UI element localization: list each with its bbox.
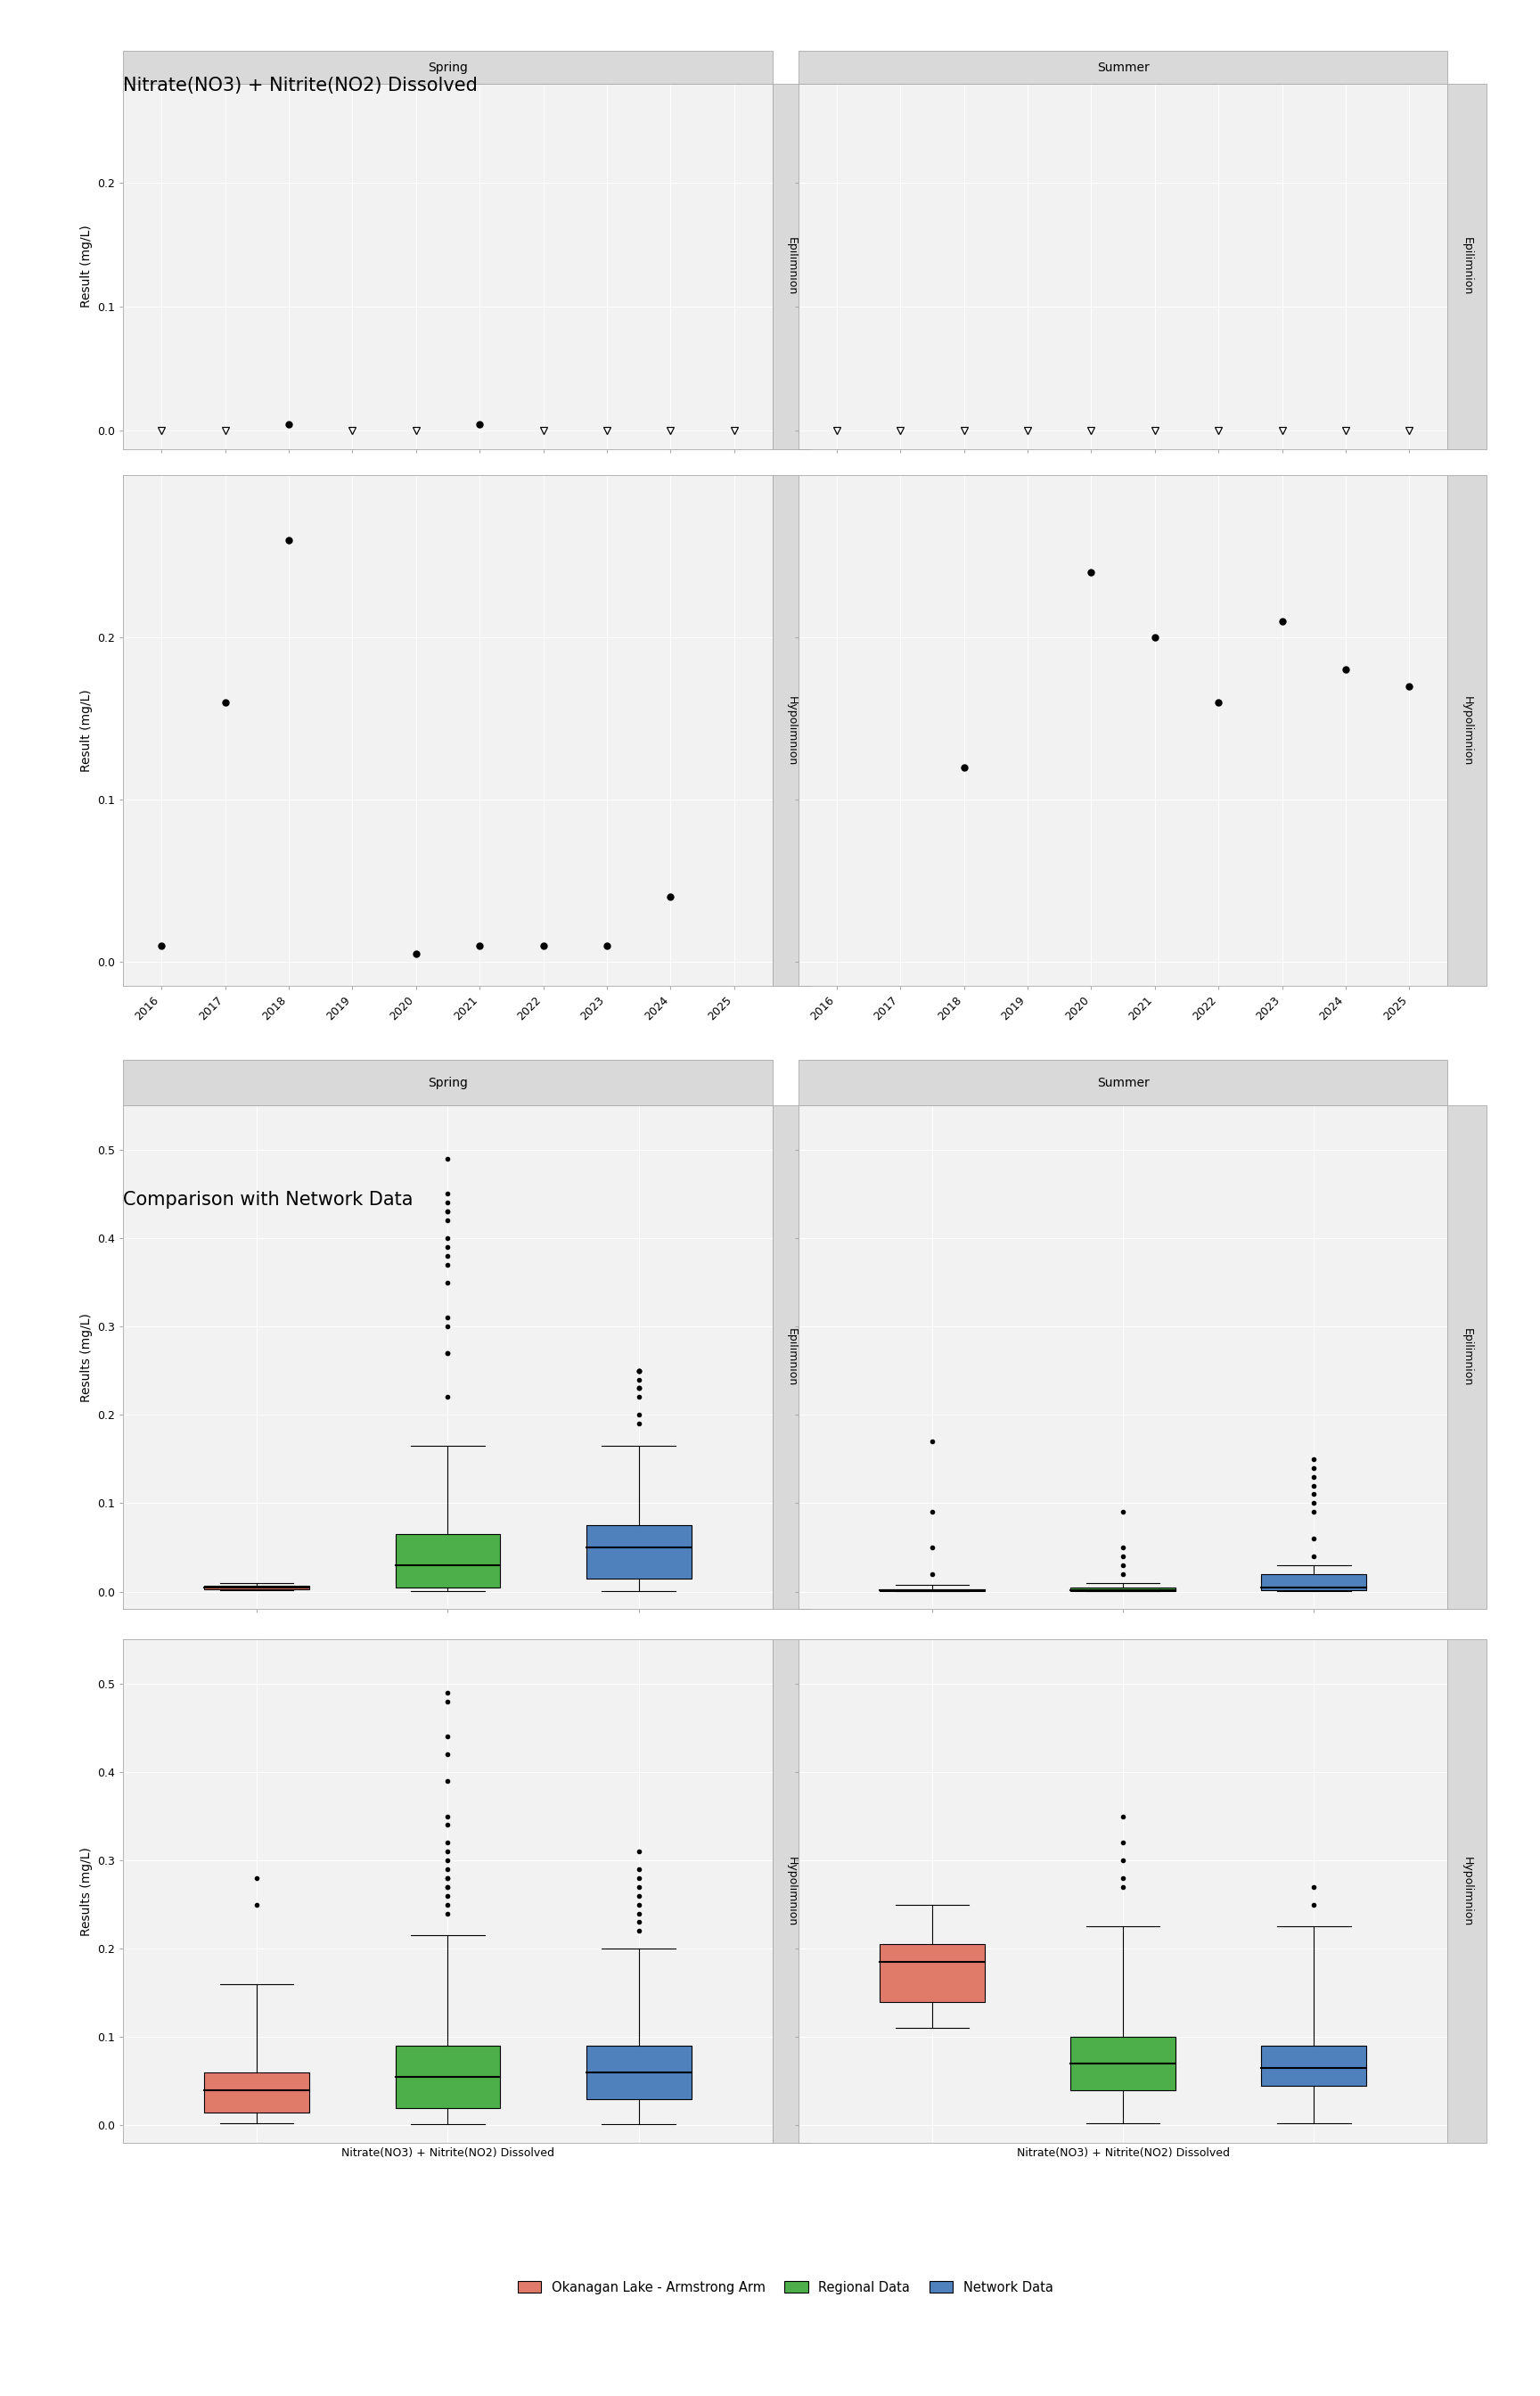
FancyBboxPatch shape xyxy=(1448,1105,1486,1610)
Text: Summer: Summer xyxy=(1096,62,1149,74)
Text: Epilimnion: Epilimnion xyxy=(1461,1327,1472,1387)
Text: Comparison with Network Data: Comparison with Network Data xyxy=(123,1191,413,1208)
FancyBboxPatch shape xyxy=(798,1059,1448,1105)
FancyBboxPatch shape xyxy=(773,474,812,987)
FancyBboxPatch shape xyxy=(1448,474,1486,987)
Legend: Okanagan Lake - Armstrong Arm, Regional Data, Network Data: Okanagan Lake - Armstrong Arm, Regional … xyxy=(513,2276,1058,2300)
FancyBboxPatch shape xyxy=(1448,1639,1486,2142)
Bar xyxy=(1070,1586,1175,1591)
Bar xyxy=(1261,2046,1366,2085)
FancyBboxPatch shape xyxy=(773,1105,812,1610)
Text: Epilimnion: Epilimnion xyxy=(785,1327,798,1387)
Text: Epilimnion: Epilimnion xyxy=(785,237,798,295)
Y-axis label: Results (mg/L): Results (mg/L) xyxy=(80,1847,92,1936)
Text: Nitrate(NO3) + Nitrite(NO2) Dissolved: Nitrate(NO3) + Nitrite(NO2) Dissolved xyxy=(123,77,477,93)
Bar xyxy=(587,1526,691,1579)
FancyBboxPatch shape xyxy=(773,84,812,448)
Text: Hypolimnion: Hypolimnion xyxy=(785,1857,798,1926)
Text: Spring: Spring xyxy=(428,1076,468,1090)
Bar xyxy=(1070,2037,1175,2089)
Text: Hypolimnion: Hypolimnion xyxy=(785,695,798,764)
Y-axis label: Result (mg/L): Result (mg/L) xyxy=(80,690,92,772)
Text: Hypolimnion: Hypolimnion xyxy=(1461,1857,1472,1926)
Bar xyxy=(1261,1574,1366,1591)
FancyBboxPatch shape xyxy=(123,50,773,84)
Bar xyxy=(396,1533,501,1586)
Text: Epilimnion: Epilimnion xyxy=(1461,237,1472,295)
Y-axis label: Result (mg/L): Result (mg/L) xyxy=(80,225,92,307)
Bar xyxy=(205,1586,310,1589)
Text: Summer: Summer xyxy=(1096,1076,1149,1090)
FancyBboxPatch shape xyxy=(1448,84,1486,448)
Bar xyxy=(879,1943,984,2001)
Bar xyxy=(396,2046,501,2108)
FancyBboxPatch shape xyxy=(123,1059,773,1105)
FancyBboxPatch shape xyxy=(798,50,1448,84)
Bar xyxy=(205,2073,310,2113)
Y-axis label: Results (mg/L): Results (mg/L) xyxy=(80,1313,92,1402)
Bar xyxy=(587,2046,691,2099)
Text: Hypolimnion: Hypolimnion xyxy=(1461,695,1472,764)
Text: Spring: Spring xyxy=(428,62,468,74)
FancyBboxPatch shape xyxy=(773,1639,812,2142)
